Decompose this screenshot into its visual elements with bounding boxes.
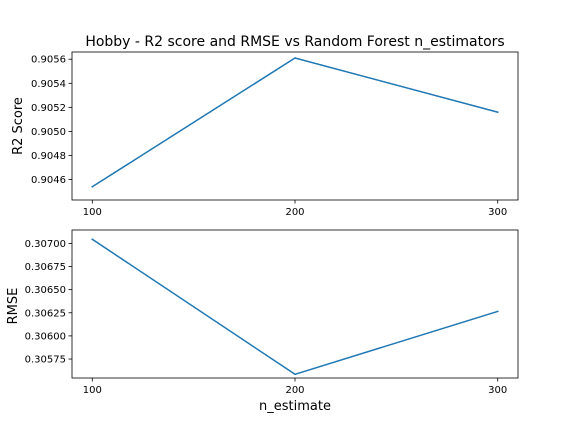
- y-tick-label: 0.30700: [25, 239, 66, 250]
- chart-title: Hobby - R2 score and RMSE vs Random Fore…: [85, 34, 504, 50]
- y-tick-label: 0.9048: [31, 151, 66, 162]
- axes-frame-rmse: [71, 229, 519, 379]
- plot-area-r2: [91, 57, 499, 188]
- x-tick-label: 200: [285, 385, 304, 396]
- data-point: [496, 310, 499, 313]
- data-point: [294, 373, 296, 376]
- x-ticks-r2: 100 200 300: [83, 200, 507, 218]
- y-tick-label: 0.9056: [31, 55, 66, 66]
- x-tick-label: 200: [285, 207, 304, 218]
- y-tick-label: 0.9046: [31, 175, 66, 186]
- x-ticks-rmse: 100 200 300: [83, 378, 507, 396]
- plot-area-rmse: [91, 238, 499, 376]
- data-point: [91, 186, 94, 188]
- y-tick-label: 0.9054: [31, 79, 66, 90]
- series-line-rmse: [91, 238, 499, 376]
- series-line-r2: [91, 57, 499, 188]
- y-tick-label: 0.30625: [25, 308, 66, 319]
- y-ticks-r2: 0.9046 0.9048 0.9050 0.9052 0.9054 0.9056: [31, 55, 72, 186]
- x-tick-label: 100: [83, 385, 102, 396]
- data-point: [91, 238, 94, 240]
- y-tick-label: 0.9052: [31, 103, 66, 114]
- x-tick-label: 100: [83, 207, 102, 218]
- data-point: [496, 111, 499, 113]
- y-tick-label: 0.30600: [25, 331, 66, 342]
- x-tick-label: 300: [488, 207, 507, 218]
- data-point: [294, 57, 296, 59]
- y-tick-label: 0.30675: [25, 262, 66, 273]
- y-tick-label: 0.30650: [25, 285, 66, 296]
- rmse-chart: RMSE n_estimate 100 200 300 0.30575 0.30600…: [6, 229, 519, 414]
- x-tick-label: 300: [488, 385, 507, 396]
- y-tick-label: 0.30575: [25, 355, 66, 366]
- y-axis-label-r2: R2 Score: [11, 97, 26, 155]
- r2-score-chart: Hobby - R2 score and RMSE vs Random Fore…: [11, 34, 519, 218]
- y-tick-label: 0.9050: [31, 127, 66, 138]
- x-axis-label-rmse: n_estimate: [259, 399, 331, 414]
- y-ticks-rmse: 0.30575 0.30600 0.30625 0.30650 0.30675 0.307…: [25, 239, 72, 366]
- y-axis-label-rmse: RMSE: [6, 288, 21, 325]
- axes-frame-r2: [71, 51, 519, 201]
